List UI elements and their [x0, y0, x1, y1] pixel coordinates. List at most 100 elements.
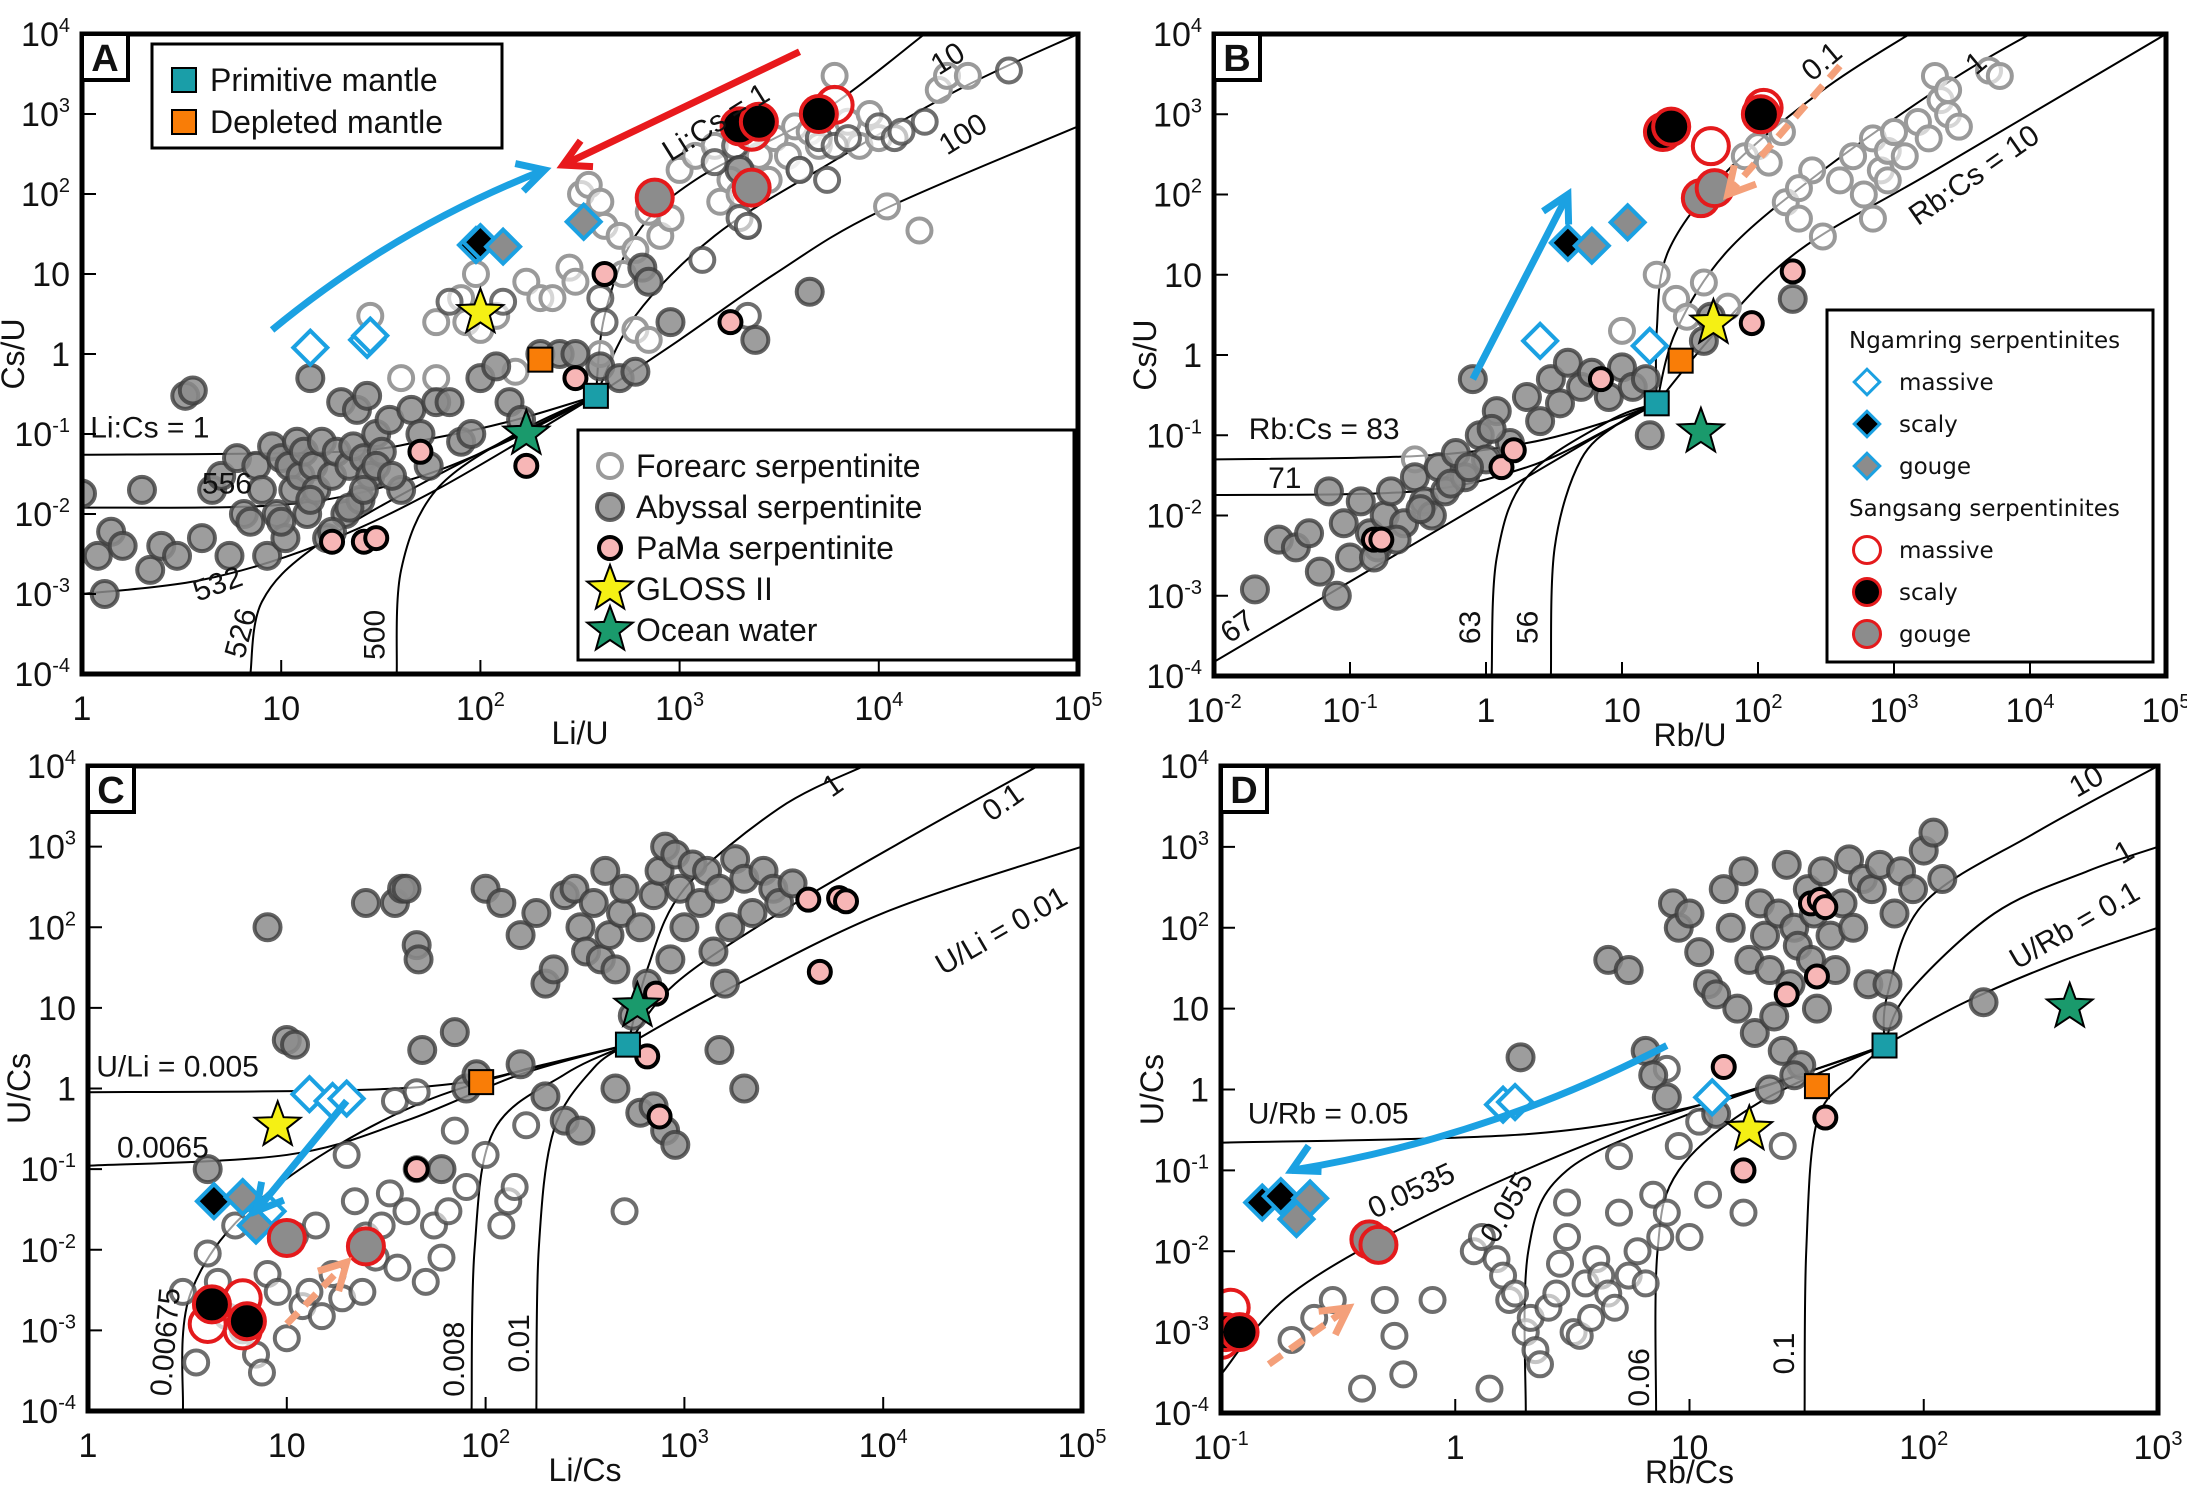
data-point — [1642, 260, 1671, 289]
data-point — [664, 873, 695, 904]
data-point — [1358, 1224, 1399, 1265]
data-point — [1856, 874, 1887, 905]
data-point — [403, 1156, 430, 1183]
series-circle-abyssal — [1239, 283, 1808, 611]
data-point — [375, 1179, 404, 1208]
data-point — [1368, 526, 1395, 553]
data-point — [737, 898, 768, 929]
data-point — [1239, 574, 1270, 605]
data-point — [1838, 912, 1869, 943]
y-tick-label: 10-4 — [20, 1392, 76, 1431]
legend-box — [1825, 308, 2155, 664]
y-tick-label: 104 — [1153, 15, 1202, 54]
data-point — [1630, 364, 1661, 395]
plot-area — [1214, 34, 2166, 676]
data-point — [1608, 316, 1636, 345]
data-point — [1348, 1374, 1377, 1403]
data-point — [182, 1348, 211, 1377]
data-point — [272, 1324, 301, 1353]
data-point — [1728, 856, 1759, 887]
mixing-curve — [395, 394, 597, 674]
legend-label: GLOSS II — [636, 571, 773, 607]
data-point — [1803, 1073, 1830, 1100]
data-point — [1710, 1053, 1737, 1080]
curve-label: 0.06 — [1623, 1348, 1656, 1406]
data-point — [1548, 222, 1588, 263]
mixing-curve — [1490, 402, 1658, 676]
data-point — [688, 245, 717, 274]
curve-label: 0.1 — [1768, 1333, 1801, 1375]
data-points — [1239, 56, 2014, 611]
data-point — [738, 101, 779, 142]
x-tick-label: 104 — [2006, 691, 2055, 730]
series-circle-red-black — [719, 94, 839, 147]
series-square-orange — [1803, 1073, 1830, 1100]
data-point — [1739, 1017, 1770, 1048]
x-tick-label: 104 — [854, 689, 903, 728]
data-point — [1918, 817, 1949, 848]
data-point — [1652, 1198, 1681, 1227]
curve-label: 56 — [1512, 611, 1545, 644]
y-axis-title: U/Cs — [1, 1053, 37, 1124]
data-point — [486, 887, 517, 918]
y-tick-label: 10-1 — [1153, 1151, 1209, 1190]
data-point — [1873, 166, 1902, 195]
data-point — [638, 880, 669, 911]
x-tick-label: 103 — [2134, 1428, 2183, 1467]
data-point — [1476, 413, 1507, 444]
y-tick-label: 10-3 — [20, 1311, 76, 1350]
data-point — [1754, 1074, 1785, 1105]
series-square-teal — [582, 382, 609, 409]
data-points — [168, 831, 860, 1387]
legend-marker-diamond-black — [1852, 409, 1882, 439]
y-tick-label: 102 — [1153, 176, 1202, 215]
data-point — [709, 968, 740, 999]
data-point — [193, 1239, 222, 1268]
data-point — [887, 117, 916, 146]
data-point — [578, 887, 609, 918]
data-point — [1784, 204, 1813, 233]
data-point — [1812, 1104, 1839, 1131]
data-point — [500, 1173, 529, 1202]
data-point — [1525, 406, 1556, 437]
series-circle-red-black — [191, 1284, 267, 1342]
data-point — [1467, 1223, 1496, 1252]
x-axis-title: Rb/U — [1654, 717, 1727, 753]
data-point — [530, 1081, 561, 1112]
data-point — [1779, 258, 1806, 285]
data-point — [107, 530, 138, 561]
data-point — [1418, 1285, 1447, 1314]
data-point — [1849, 180, 1878, 209]
data-point — [427, 1243, 456, 1272]
data-point — [1545, 1249, 1574, 1278]
plot-area — [82, 34, 1078, 674]
arrow-head — [1541, 188, 1573, 225]
data-point — [620, 356, 651, 387]
data-point — [1749, 920, 1780, 951]
x-tick-label: 102 — [1734, 691, 1783, 730]
data-point — [813, 165, 842, 194]
data-point — [350, 315, 391, 356]
curve-label: 532 — [189, 560, 247, 608]
data-point — [610, 1197, 639, 1226]
y-tick-label: 10-1 — [14, 415, 70, 454]
data-point — [1542, 1279, 1571, 1308]
data-point — [1839, 142, 1868, 171]
data-point — [363, 525, 390, 552]
y-tick-label: 103 — [27, 828, 76, 867]
mixing-curve — [535, 1043, 629, 1411]
series-star-green — [611, 979, 663, 1028]
panel-letter-box — [80, 32, 130, 82]
panel-letter-box — [1212, 32, 1262, 82]
y-tick-label: 10-4 — [14, 655, 70, 694]
data-point — [1759, 1001, 1790, 1032]
y-tick-label: 1 — [1190, 1072, 1209, 1110]
series-star-green — [1675, 405, 1727, 454]
legend-label: Depleted mantle — [210, 104, 443, 140]
x-tick-label: 10-1 — [1322, 691, 1378, 730]
data-point — [833, 124, 862, 153]
y-tick-label: 103 — [1160, 828, 1209, 867]
data-point — [411, 1267, 440, 1296]
trend-arrow — [1469, 192, 1571, 381]
